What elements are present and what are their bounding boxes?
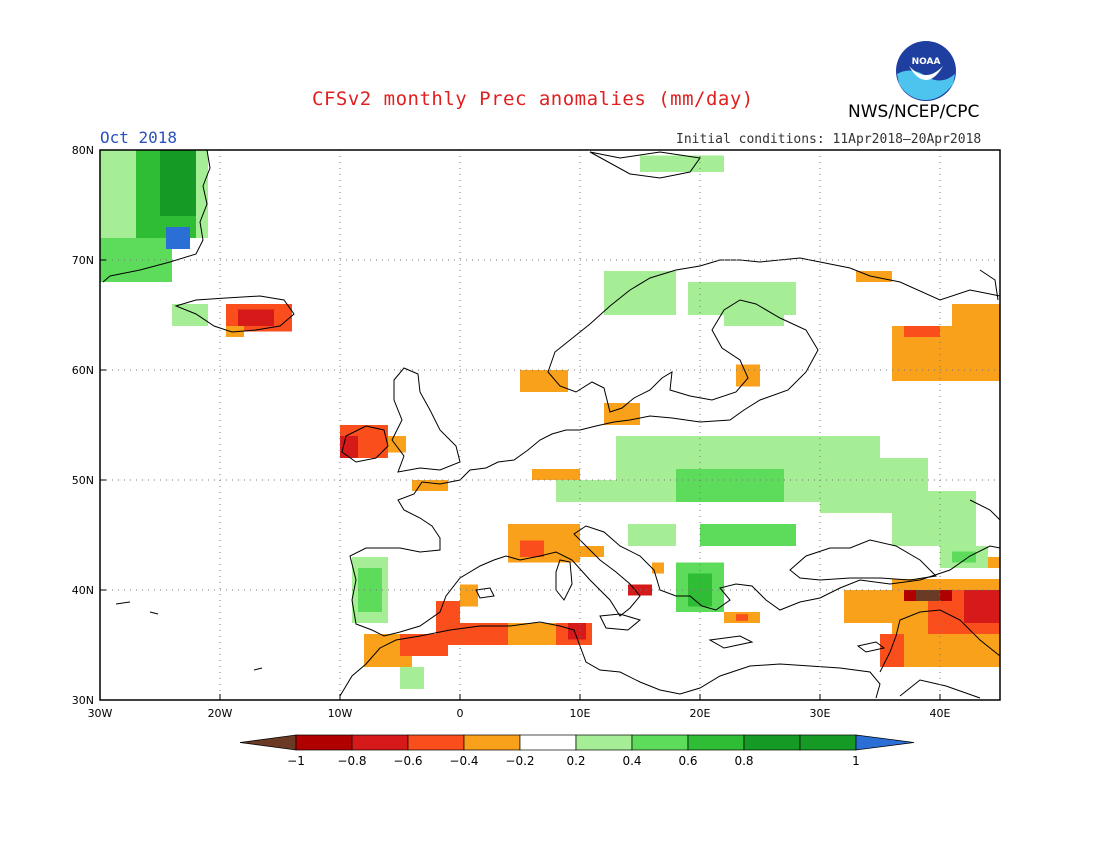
- colorbar-right-arrow: [855, 734, 915, 751]
- graticule: [100, 150, 1000, 700]
- anomaly-patch-31: [700, 524, 796, 546]
- colorbar-label-1: −0.8: [337, 754, 366, 768]
- lat-label-30N: 30N: [72, 694, 94, 707]
- lon-label-20E: 20E: [690, 707, 711, 720]
- lat-label-60N: 60N: [72, 364, 94, 377]
- colorbar-label-8: 0.8: [734, 754, 753, 768]
- anomaly-patch-22: [400, 667, 424, 689]
- colorbar-segment-9: [743, 734, 801, 751]
- colorbar-label-5: 0.2: [566, 754, 585, 768]
- anomaly-patch-49: [736, 364, 760, 387]
- month-label: Oct 2018: [100, 128, 178, 147]
- anomaly-patch-10: [340, 436, 358, 458]
- chart-title: CFSv2 monthly Prec anomalies (mm/day): [312, 88, 754, 110]
- anomaly-patch-7: [238, 309, 274, 326]
- lon-label-10E: 10E: [570, 707, 591, 720]
- anomaly-patch-21: [460, 584, 478, 607]
- anomaly-patch-52: [904, 326, 940, 337]
- anomaly-patch-47: [520, 370, 568, 392]
- coastlines: [102, 149, 1001, 699]
- anomaly-patch-45: [604, 271, 676, 315]
- colorbar-segment-8: [687, 734, 745, 751]
- anomaly-patch-60: [880, 634, 904, 667]
- anomaly-patch-30: [676, 469, 784, 502]
- colorbar: −1 −0.8 −0.6 −0.4 −0.2 0.2 0.4 0.6 0.8 1: [239, 734, 915, 768]
- colorbar-segment-5: [519, 734, 577, 751]
- anomaly-patch-61: [988, 557, 1000, 568]
- lon-label-40E: 40E: [930, 707, 951, 720]
- colorbar-segment-7: [631, 734, 689, 751]
- initial-conditions: Initial conditions: 11Apr2018–20Apr2018: [676, 132, 982, 147]
- anomaly-patch-3: [160, 150, 196, 216]
- anomaly-patch-36: [736, 614, 748, 621]
- noaa-logo: NOAA: [896, 41, 956, 101]
- axis-ticks: [99, 149, 941, 701]
- map-frame: [99, 149, 1001, 701]
- colorbar-segment-1: [295, 734, 353, 751]
- anomaly-patch-11: [388, 436, 406, 453]
- lat-label-70N: 70N: [72, 254, 94, 267]
- anomaly-patch-38: [652, 562, 664, 574]
- anomaly-layer: [100, 150, 1000, 689]
- anomaly-patch-57: [964, 590, 1000, 623]
- colorbar-label-7: 0.6: [678, 754, 697, 768]
- anomaly-patch-27: [532, 469, 580, 480]
- anomaly-patch-59: [916, 590, 940, 601]
- colorbar-label-2: −0.6: [393, 754, 422, 768]
- colorbar-label-3: −0.4: [449, 754, 478, 768]
- colorbar-segment-3: [407, 734, 465, 751]
- anomaly-patch-28: [556, 480, 616, 502]
- anomaly-patch-40: [892, 491, 976, 546]
- colorbar-segment-4: [463, 734, 521, 751]
- anomaly-patch-32: [628, 524, 676, 546]
- colorbar-segment-10: [799, 734, 857, 751]
- lat-label-50N: 50N: [72, 474, 94, 487]
- colorbar-label-4: −0.2: [505, 754, 534, 768]
- anomaly-patch-15: [400, 634, 448, 656]
- lat-label-80N: 80N: [72, 144, 94, 157]
- lon-label-0: 0: [457, 707, 464, 720]
- anomaly-patch-48: [604, 403, 640, 425]
- anomaly-patch-42: [952, 551, 976, 563]
- colorbar-left-arrow: [239, 734, 297, 751]
- anomaly-patch-5: [172, 304, 208, 326]
- axis-labels: 30W 20W 10W 0 10E 20E 30E 40E 30N 40N 50N 60N 70N 80N: [72, 144, 951, 720]
- anomaly-patch-26: [412, 480, 448, 491]
- lon-label-20W: 20W: [208, 707, 233, 720]
- colorbar-segment-6: [575, 734, 633, 751]
- colorbar-label-6: 0.4: [622, 754, 641, 768]
- lon-label-30W: 30W: [88, 707, 113, 720]
- anomaly-patch-20: [436, 601, 460, 634]
- anomaly-patch-51: [952, 304, 1000, 337]
- anomaly-patch-4: [166, 227, 190, 249]
- logo-text: NOAA: [912, 57, 941, 67]
- colorbar-label-0: −1: [287, 754, 305, 768]
- lon-label-30E: 30E: [810, 707, 831, 720]
- anomaly-patch-19: [568, 623, 586, 640]
- anomaly-patch-24: [520, 540, 544, 557]
- agency-label: NWS/NCEP/CPC: [848, 102, 980, 122]
- lat-label-40N: 40N: [72, 584, 94, 597]
- anomaly-patch-46: [640, 155, 724, 172]
- anomaly-patch-44: [724, 304, 784, 326]
- colorbar-segment-2: [351, 734, 409, 751]
- lon-label-10W: 10W: [328, 707, 353, 720]
- colorbar-label-9: 1: [852, 754, 860, 768]
